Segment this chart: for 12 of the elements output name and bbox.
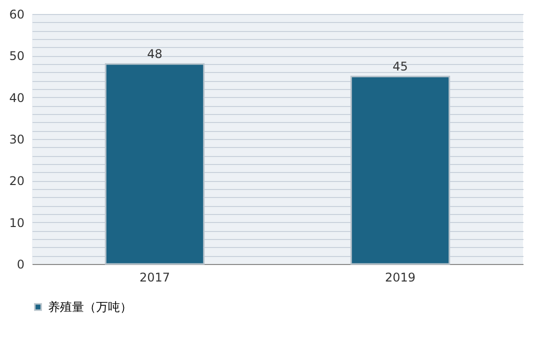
legend-label: 养殖量（万吨） [48,300,132,314]
x-tick-label: 2017 [139,270,170,284]
y-tick-label: 40 [9,90,24,105]
y-tick-label: 50 [9,49,24,64]
y-tick-label: 20 [9,174,24,188]
data-label: 45 [392,60,408,74]
x-tick-label: 2019 [384,270,416,284]
y-tick-label: 10 [9,216,24,230]
y-tick-label: 0 [16,258,24,272]
data-label: 48 [147,47,162,61]
y-tick-label: 30 [9,132,24,146]
y-tick-label: 60 [9,8,24,22]
